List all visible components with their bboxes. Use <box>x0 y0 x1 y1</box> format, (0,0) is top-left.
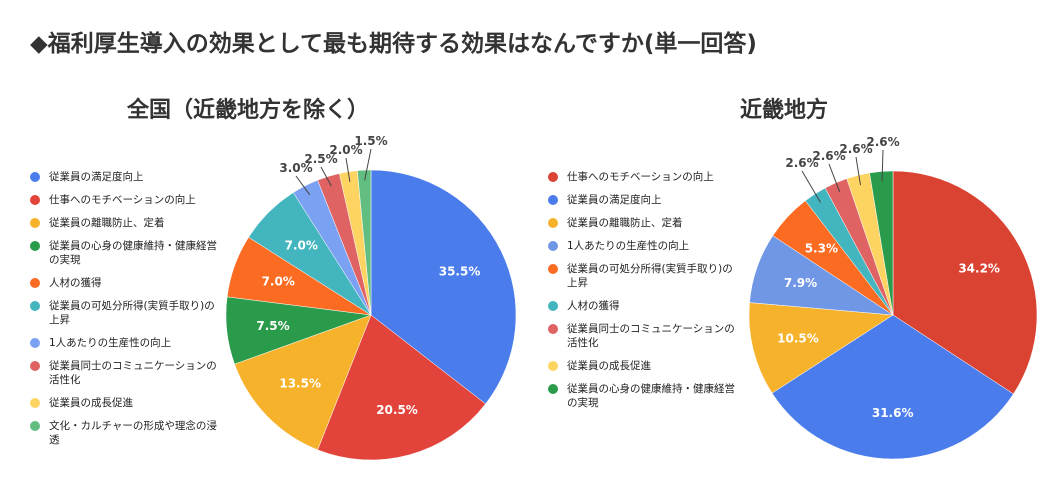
legend-label: 仕事へのモチベーションの向上 <box>49 194 196 206</box>
leader-line <box>855 156 861 186</box>
legend-item: 1人あたりの生産性の向上 <box>548 239 738 253</box>
legend-label: 従業員の成長促進 <box>567 360 651 372</box>
leader-line <box>801 170 821 203</box>
legend-swatch <box>548 301 558 311</box>
legend-label: 従業員の満足度向上 <box>567 194 662 206</box>
legend-item: 1人あたりの生産性の向上 <box>30 336 220 350</box>
legend-item: 従業員同士のコミュニケーションの活性化 <box>30 359 220 387</box>
legend-swatch <box>548 218 558 228</box>
legend-swatch <box>548 384 558 394</box>
legend-swatch <box>30 241 40 251</box>
legend-swatch <box>548 195 558 205</box>
data-label: 34.2% <box>958 261 1000 275</box>
legend-kinki: 仕事へのモチベーションの向上 従業員の満足度向上従業員の離職防止、定着 1人あたりの… <box>548 170 738 419</box>
data-label: 35.5% <box>439 265 481 279</box>
data-label: 5.3% <box>805 241 838 255</box>
legend-item: 人材の獲得 <box>30 276 220 290</box>
data-label: 2.5% <box>304 152 337 166</box>
data-label: 2.6% <box>866 135 899 149</box>
chart-title-kinki: 近畿地方 <box>740 98 829 123</box>
legend-item: 従業員の可処分所得(実質手取り)の上昇 <box>548 262 738 290</box>
data-label: 2.6% <box>812 149 845 163</box>
legend-swatch <box>30 218 40 228</box>
leader-line <box>828 163 841 193</box>
legend-item: 仕事へのモチベーションの向上 <box>548 170 738 184</box>
legend-national: 従業員の満足度向上仕事へのモチベーションの向上 従業員の離職防止、定着従業員の心身… <box>30 170 220 456</box>
data-label: 7.5% <box>256 319 289 333</box>
legend-swatch <box>30 278 40 288</box>
legend-item: 文化・カルチャーの形成や理念の浸透 <box>30 419 220 447</box>
legend-swatch <box>30 172 40 182</box>
legend-swatch <box>548 324 558 334</box>
pie-slice <box>370 169 517 405</box>
legend-swatch <box>548 172 558 182</box>
leader-line <box>345 157 351 182</box>
legend-item: 従業員の満足度向上 <box>548 193 738 207</box>
legend-item: 従業員の成長促進 <box>548 359 738 373</box>
legend-item: 従業員の可処分所得(実質手取り)の上昇 <box>30 299 220 327</box>
legend-item: 従業員の心身の健康維持・健康経営の実現 <box>548 382 738 410</box>
data-label: 7.0% <box>262 275 295 289</box>
legend-swatch <box>30 301 40 311</box>
pie-slice <box>234 314 372 451</box>
data-label: 31.6% <box>872 406 914 420</box>
legend-swatch <box>30 338 40 348</box>
data-label: 13.5% <box>279 377 321 391</box>
pie-slice <box>869 170 894 316</box>
legend-label: 従業員同士のコミュニケーションの活性化 <box>49 360 217 386</box>
legend-item: 従業員同士のコミュニケーションの活性化 <box>548 322 738 350</box>
leader-line <box>295 175 311 196</box>
legend-item: 従業員の成長促進 <box>30 396 220 410</box>
legend-swatch <box>30 195 40 205</box>
legend-label: 1人あたりの生産性の向上 <box>49 337 172 349</box>
data-label: 2.6% <box>785 156 818 170</box>
legend-item: 従業員の離職防止、定着 <box>30 216 220 230</box>
legend-swatch <box>30 421 40 431</box>
pie-slice <box>748 302 894 394</box>
pie-slice <box>317 314 486 461</box>
legend-label: 従業員の満足度向上 <box>49 171 144 183</box>
data-label: 1.5% <box>354 134 387 148</box>
leader-line <box>881 149 884 182</box>
legend-label: 従業員同士のコミュニケーションの活性化 <box>567 323 735 349</box>
legend-label: 従業員の離職防止、定着 <box>49 217 165 229</box>
legend-label: 従業員の成長促進 <box>49 397 133 409</box>
legend-label: 従業員の可処分所得(実質手取り)の上昇 <box>49 300 215 326</box>
legend-label: 人材の獲得 <box>49 277 102 289</box>
data-label: 3.0% <box>279 161 312 175</box>
legend-label: 人材の獲得 <box>567 300 620 312</box>
data-label: 2.6% <box>839 142 872 156</box>
legend-label: 仕事へのモチベーションの向上 <box>567 171 714 183</box>
legend-label: 1人あたりの生産性の向上 <box>567 240 690 252</box>
leader-line <box>364 148 372 181</box>
legend-swatch <box>30 398 40 408</box>
legend-swatch <box>548 241 558 251</box>
legend-item: 人材の獲得 <box>548 299 738 313</box>
pie-slice <box>357 169 372 316</box>
page-title: ◆福利厚生導入の効果として最も期待する効果はなんですか(単一回答) <box>30 31 757 57</box>
pie-slice <box>771 314 1014 460</box>
legend-swatch <box>548 264 558 274</box>
leader-line <box>320 166 332 187</box>
legend-label: 従業員の可処分所得(実質手取り)の上昇 <box>567 263 733 289</box>
legend-label: 従業員の離職防止、定着 <box>567 217 683 229</box>
pie-slice <box>892 170 1038 395</box>
legend-label: 従業員の心身の健康維持・健康経営の実現 <box>49 240 217 266</box>
data-label: 7.0% <box>285 238 318 252</box>
legend-item: 従業員の満足度向上 <box>30 170 220 184</box>
data-label: 10.5% <box>777 332 819 346</box>
legend-swatch <box>30 361 40 371</box>
legend-item: 従業員の心身の健康維持・健康経営の実現 <box>30 239 220 267</box>
data-label: 7.9% <box>784 276 817 290</box>
legend-item: 仕事へのモチベーションの向上 <box>30 193 220 207</box>
legend-swatch <box>548 361 558 371</box>
legend-label: 文化・カルチャーの形成や理念の浸透 <box>49 420 217 446</box>
legend-label: 従業員の心身の健康維持・健康経営の実現 <box>567 383 735 409</box>
chart-title-national: 全国（近畿地方を除く） <box>127 98 370 123</box>
data-label: 2.0% <box>329 143 362 157</box>
data-label: 20.5% <box>376 403 418 417</box>
legend-item: 従業員の離職防止、定着 <box>548 216 738 230</box>
